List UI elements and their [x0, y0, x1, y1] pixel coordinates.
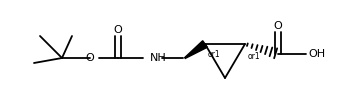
Text: or1: or1 [248, 52, 261, 61]
Polygon shape [185, 41, 207, 58]
Text: O: O [86, 53, 94, 63]
Text: or1: or1 [208, 50, 221, 59]
Text: O: O [274, 21, 282, 31]
Text: O: O [114, 25, 122, 35]
Text: OH: OH [308, 49, 325, 59]
Text: NH: NH [150, 53, 167, 63]
